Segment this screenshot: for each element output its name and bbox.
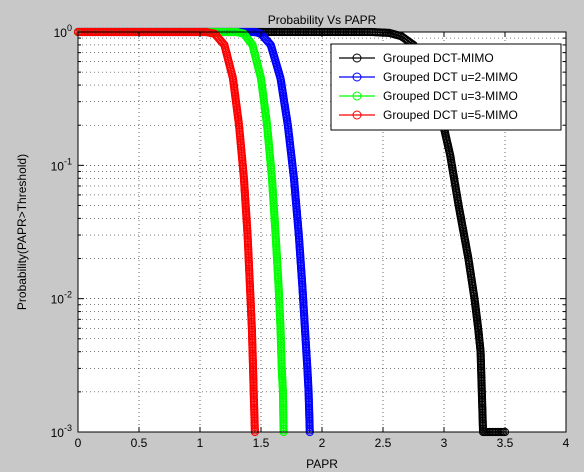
legend-entry-label: Grouped DCT u=5-MIMO [383, 108, 518, 122]
y-tick-label: 100 [54, 23, 72, 40]
y-axis-label: Probability(PAPR>Threshold) [15, 154, 29, 310]
grid [78, 32, 566, 432]
y-tick-label: 10-3 [51, 423, 72, 440]
x-tick-label: 4 [563, 436, 570, 450]
x-tick-label: 3.5 [497, 436, 514, 450]
legend-entry-label: Grouped DCT-MIMO [383, 51, 494, 65]
legend-marker [352, 53, 362, 63]
legend: Grouped DCT-MIMO Grouped DCT u=2-MIMO Grou… [330, 43, 562, 131]
legend-marker [352, 91, 362, 101]
x-tick-label: 0.5 [131, 436, 148, 450]
x-tick-label: 1.5 [253, 436, 270, 450]
data-point [398, 33, 407, 42]
legend-marker [352, 110, 362, 120]
y-tick-label: 10-2 [51, 290, 72, 307]
legend-entry-label: Grouped DCT u=3-MIMO [383, 89, 518, 103]
x-tick-label: 1 [197, 436, 204, 450]
data-point [399, 34, 409, 43]
chart-title: Probability Vs PAPR [268, 13, 377, 27]
x-tick-label: 3 [441, 436, 448, 450]
data-point [397, 32, 406, 41]
y-tick-label: 10-1 [51, 156, 72, 173]
series-layer [73, 27, 510, 437]
data-point [401, 35, 410, 44]
x-tick-label: 2 [319, 436, 326, 450]
x-tick-label: 0 [75, 436, 82, 450]
legend-marker [352, 72, 362, 82]
axis-ticks: 0 0.5 1 1.5 2 2.5 3 3.5 4 10-3 10-2 10-1 100 [51, 23, 570, 450]
x-axis-label: PAPR [306, 457, 338, 471]
x-tick-label: 2.5 [375, 436, 392, 450]
legend-entry-label: Grouped DCT u=2-MIMO [383, 70, 518, 84]
